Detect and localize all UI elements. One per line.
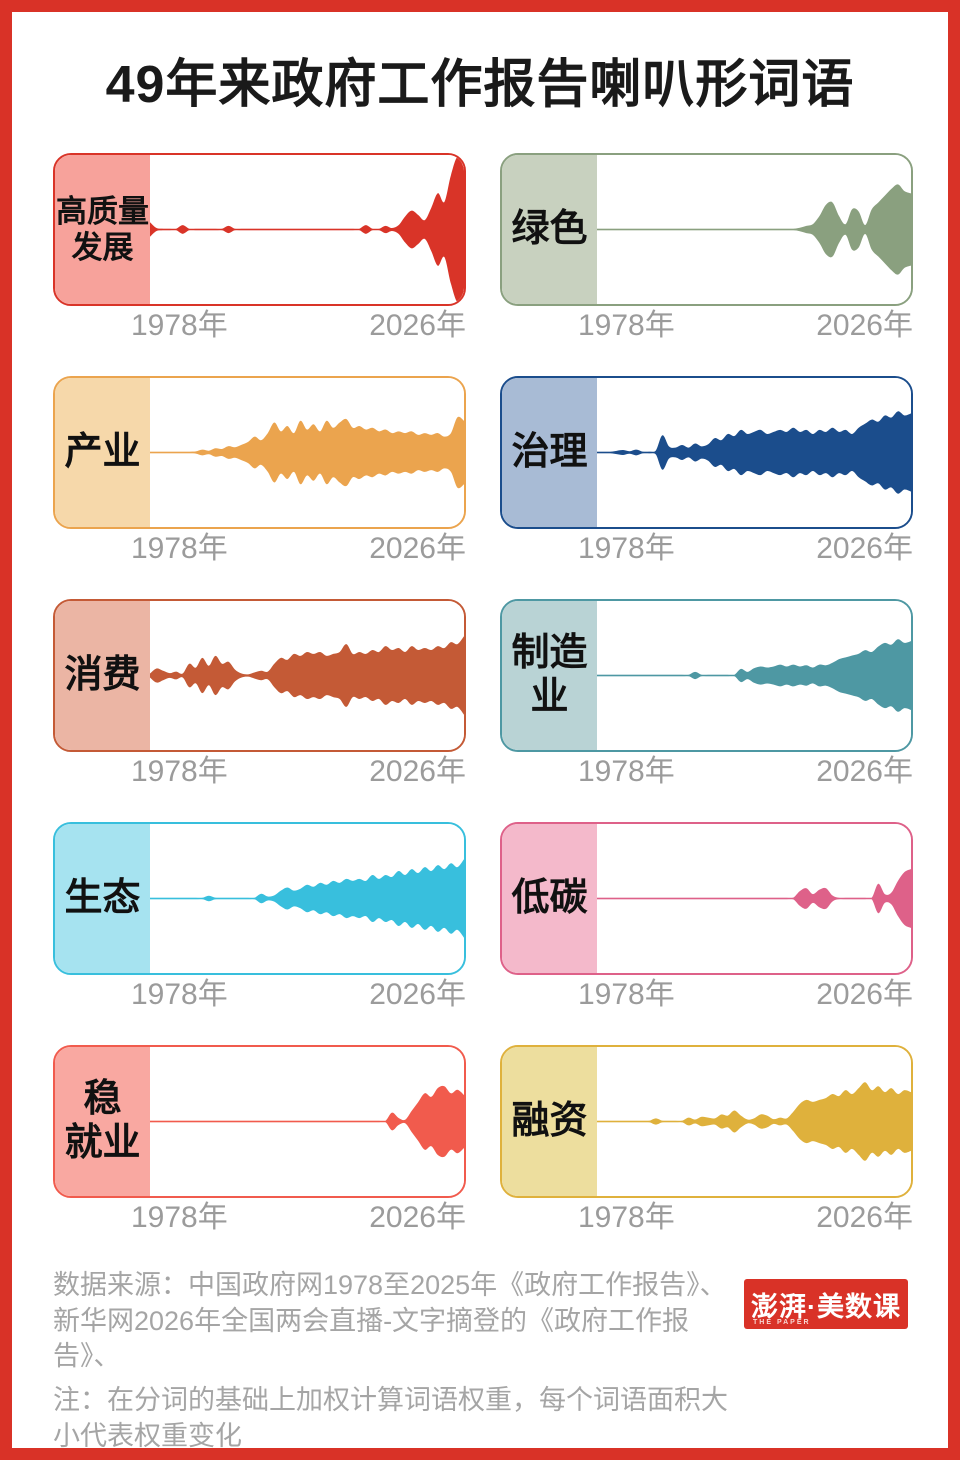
footer: 数据来源：中国政府网1978至2025年《政府工作报告》、 新华网2026年全国… [53,1268,735,1462]
word-card-2: 产业 1978年 2026年 [53,376,466,569]
axis-row: 1978年 2026年 [53,752,466,792]
axis-start-label: 1978年 [578,1201,675,1234]
axis-end-label: 2026年 [369,755,466,788]
card-sidebar: 生态 [55,824,150,973]
wave-plot [597,601,911,750]
card-box: 制造 业 [500,599,913,752]
chart-grid: 高质量 发展 1978年 2026年 绿色 1978年 2026年 [53,153,913,1238]
axis-row: 1978年 2026年 [53,975,466,1015]
axis-start-label: 1978年 [131,309,228,342]
wave-plot [150,155,464,304]
card-box: 低碳 [500,822,913,975]
word-label: 生态 [64,876,141,919]
card-box: 消费 [53,599,466,752]
card-sidebar: 低碳 [502,824,597,973]
word-label: 产业 [64,430,141,473]
axis-start-label: 1978年 [131,532,228,565]
horn-wave-svg [597,1082,911,1161]
card-sidebar: 高质量 发展 [55,155,150,304]
axis-end-label: 2026年 [816,978,913,1011]
card-box: 绿色 [500,153,913,306]
horn-wave-svg [597,411,911,494]
axis-row: 1978年 2026年 [53,306,466,346]
axis-end-label: 2026年 [816,755,913,788]
brand-logo-subtext: THE PAPER [753,1319,811,1326]
horn-wave-svg [597,639,911,712]
axis-row: 1978年 2026年 [500,752,913,792]
axis-end-label: 2026年 [369,978,466,1011]
wave-plot [150,1047,464,1196]
axis-start-label: 1978年 [131,978,228,1011]
axis-row: 1978年 2026年 [500,975,913,1015]
card-box: 治理 [500,376,913,529]
horn-wave-svg [150,1085,464,1158]
card-sidebar: 产业 [55,378,150,527]
axis-row: 1978年 2026年 [53,1198,466,1238]
word-label: 消费 [64,653,141,696]
footer-note: 注：在分词的基础上加权计算词语权重，每个词语面积大小代表权重变化 [53,1384,728,1451]
horn-wave-svg [150,859,464,938]
axis-start-label: 1978年 [131,1201,228,1234]
wave-plot [597,378,911,527]
card-box: 稳 就业 [53,1045,466,1198]
horn-wave-svg [150,636,464,715]
word-label: 融资 [511,1099,588,1142]
wave-plot [597,824,911,973]
axis-end-label: 2026年 [369,532,466,565]
axis-end-label: 2026年 [816,309,913,342]
axis-start-label: 1978年 [578,755,675,788]
brand-logo: 澎湃·美数课 THE PAPER [744,1279,908,1329]
axis-end-label: 2026年 [816,532,913,565]
page-title: 49年来政府工作报告喇叭形词语 [105,56,855,114]
card-box: 融资 [500,1045,913,1198]
axis-row: 1978年 2026年 [53,529,466,569]
footer-source: 数据来源：中国政府网1978至2025年《政府工作报告》、 新华网2026年全国… [53,1270,727,1372]
word-card-7: 低碳 1978年 2026年 [500,822,913,1015]
word-label: 绿色 [511,207,588,250]
card-sidebar: 制造 业 [502,601,597,750]
axis-end-label: 2026年 [369,309,466,342]
word-card-5: 制造 业 1978年 2026年 [500,599,913,792]
card-sidebar: 消费 [55,601,150,750]
horn-wave-svg [597,869,911,928]
card-box: 产业 [53,376,466,529]
horn-wave-svg [150,156,464,303]
axis-start-label: 1978年 [578,978,675,1011]
axis-row: 1978年 2026年 [500,306,913,346]
card-box: 生态 [53,822,466,975]
word-card-4: 消费 1978年 2026年 [53,599,466,792]
word-card-8: 稳 就业 1978年 2026年 [53,1045,466,1238]
wave-plot [150,378,464,527]
wave-plot [597,1047,911,1196]
axis-end-label: 2026年 [369,1201,466,1234]
card-sidebar: 治理 [502,378,597,527]
axis-row: 1978年 2026年 [500,1198,913,1238]
word-label: 低碳 [511,876,588,919]
axis-start-label: 1978年 [578,309,675,342]
wave-plot [597,155,911,304]
wave-plot [150,824,464,973]
axis-start-label: 1978年 [131,755,228,788]
word-card-6: 生态 1978年 2026年 [53,822,466,1015]
word-card-3: 治理 1978年 2026年 [500,376,913,569]
card-sidebar: 绿色 [502,155,597,304]
axis-start-label: 1978年 [578,532,675,565]
card-sidebar: 稳 就业 [55,1047,150,1196]
horn-wave-svg [597,184,911,275]
word-label: 治理 [511,430,588,473]
card-box: 高质量 发展 [53,153,466,306]
word-label: 高质量 发展 [56,193,149,265]
word-label: 制造 业 [511,631,588,718]
wave-plot [150,601,464,750]
horn-wave-svg [150,416,464,489]
word-card-0: 高质量 发展 1978年 2026年 [53,153,466,346]
card-sidebar: 融资 [502,1047,597,1196]
word-label: 稳 就业 [64,1077,141,1164]
axis-end-label: 2026年 [816,1201,913,1234]
axis-row: 1978年 2026年 [500,529,913,569]
word-card-9: 融资 1978年 2026年 [500,1045,913,1238]
brand-logo-text: 澎湃·美数课 [751,1291,901,1322]
word-card-1: 绿色 1978年 2026年 [500,153,913,346]
